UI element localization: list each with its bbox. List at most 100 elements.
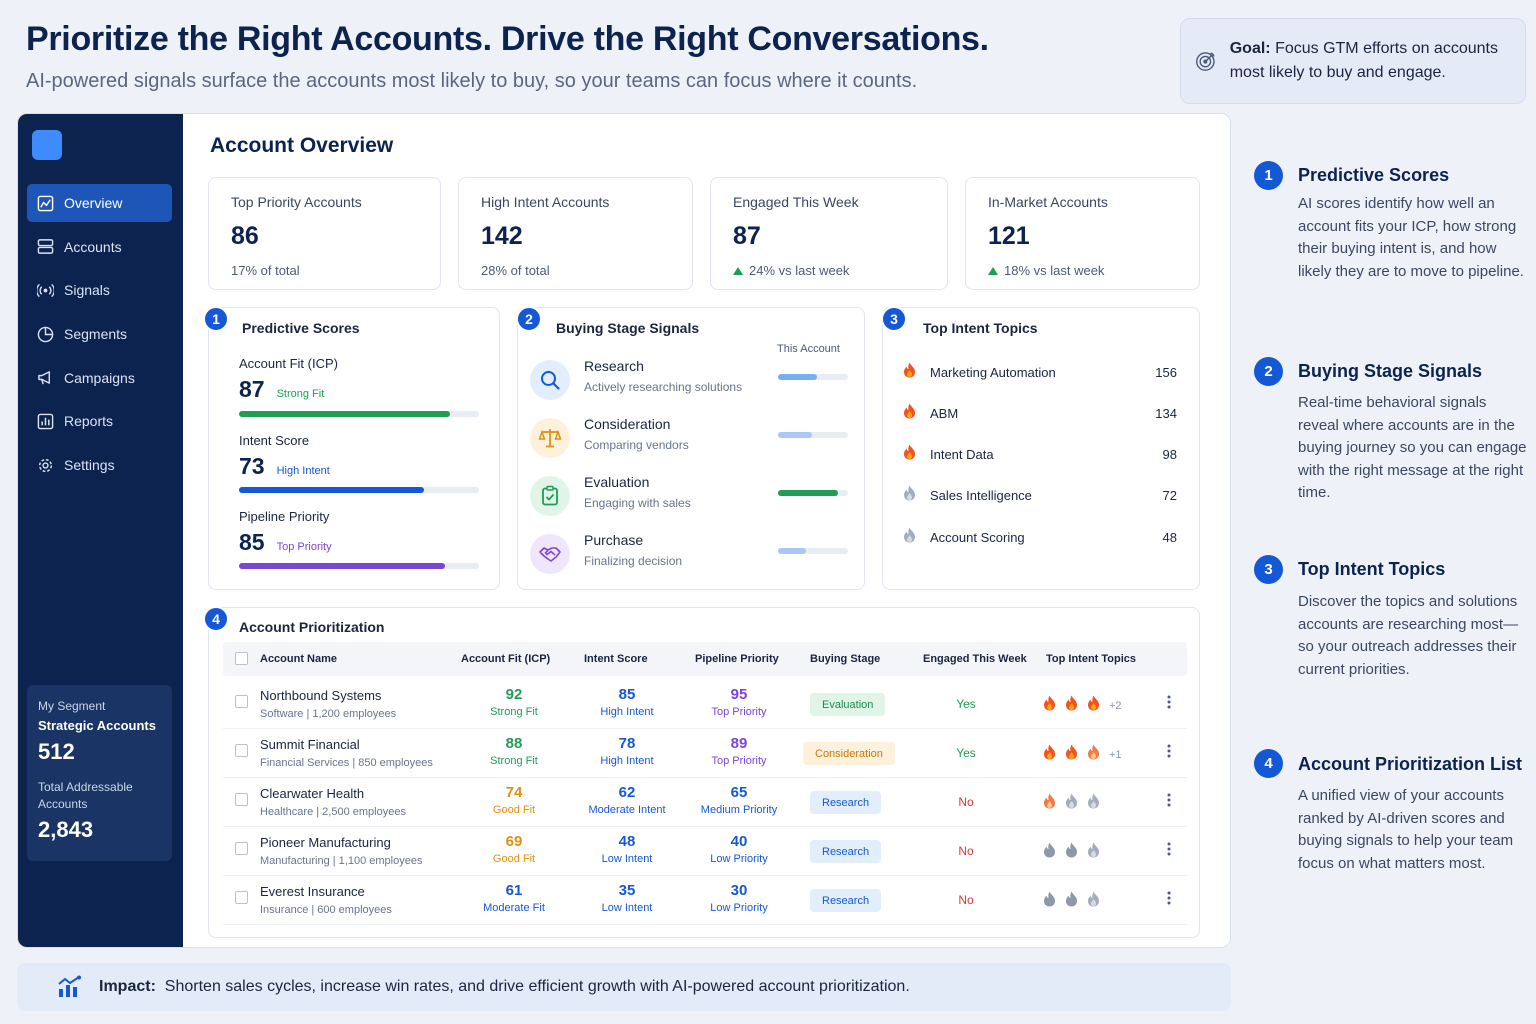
more-options-icon[interactable] (1167, 792, 1171, 808)
column-header[interactable]: Top Intent Topics (1046, 653, 1137, 665)
topic-name: ABM (930, 405, 959, 421)
table-row[interactable]: Summit Financial Financial Services | 850… (223, 729, 1187, 778)
kpi-label: High Intent Accounts (481, 194, 610, 210)
account-name[interactable]: Northbound Systems (260, 688, 382, 703)
fit-tag: Moderate Fit (483, 902, 545, 914)
score-bar (239, 411, 479, 417)
table-row[interactable]: Pioneer Manufacturing Manufacturing | 1,1… (223, 827, 1187, 876)
priority-score: 95 (730, 686, 748, 703)
sidebar-item-label: Overview (64, 195, 123, 211)
intent-score: 78 (618, 735, 636, 752)
segment-summary[interactable]: My Segment Strategic Accounts 512 Total … (27, 685, 172, 861)
explainer-body: A unified view of your accounts ranked b… (1298, 787, 1514, 872)
kpi-card-high-intent[interactable]: High Intent Accounts 142 28% of total (458, 177, 693, 290)
sidebar-item-label: Segments (64, 326, 128, 343)
fit-tag: Good Fit (492, 804, 536, 816)
account-name[interactable]: Clearwater Health (260, 786, 365, 801)
more-options-icon[interactable] (1167, 743, 1171, 759)
topic-row[interactable]: Marketing Automation 156 (903, 360, 1177, 384)
sidebar-item-signals[interactable]: Signals (27, 271, 172, 309)
more-options-icon[interactable] (1167, 890, 1171, 906)
score-bar-fill (239, 487, 424, 493)
row-checkbox[interactable] (235, 891, 248, 904)
flame-icon (1065, 842, 1078, 863)
sidebar-item-accounts[interactable]: Accounts (27, 228, 172, 266)
topic-name: Account Scoring (930, 529, 1025, 545)
more-topics-count[interactable]: +2 (1109, 699, 1122, 712)
sidebar-item-settings[interactable]: Settings (27, 446, 172, 484)
stage-row-purchase[interactable]: Purchase Finalizing decision (530, 530, 855, 580)
stage-name: Consideration (584, 416, 671, 432)
row-checkbox[interactable] (235, 842, 248, 855)
stage-name: Purchase (584, 532, 644, 548)
flame-icon (1087, 793, 1100, 814)
stage-name: Research (584, 358, 644, 374)
kpi-label: In-Market Accounts (988, 194, 1108, 210)
topic-row[interactable]: Intent Data 98 (903, 442, 1177, 466)
column-header[interactable]: Pipeline Priority (695, 653, 779, 665)
sidebar-item-label: Campaigns (64, 369, 135, 386)
score-label: Account Fit (ICP) (239, 356, 338, 371)
flame-icon (1065, 891, 1078, 912)
more-options-icon[interactable] (1167, 694, 1171, 710)
topic-row[interactable]: Sales Intelligence 72 (903, 483, 1177, 507)
signals-icon (37, 283, 54, 297)
account-name[interactable]: Pioneer Manufacturing (260, 835, 391, 850)
priority-score: 89 (730, 735, 748, 752)
more-options-icon[interactable] (1167, 841, 1171, 857)
fit-score-cell: 69 Good Fit (459, 833, 569, 865)
kpi-card-top-priority[interactable]: Top Priority Accounts 86 17% of total (208, 177, 441, 290)
stage-row-research[interactable]: Research Actively researching solutions (530, 356, 855, 406)
column-header[interactable]: Account Fit (ICP) (461, 653, 551, 665)
stage-row-evaluation[interactable]: Evaluation Engaging with sales (530, 472, 855, 522)
row-checkbox[interactable] (235, 695, 248, 708)
sidebar-item-reports[interactable]: Reports (27, 402, 172, 440)
topic-row[interactable]: ABM 134 (903, 401, 1177, 425)
score-label: Pipeline Priority (239, 509, 330, 524)
select-all-checkbox[interactable] (235, 652, 248, 665)
sidebar-item-campaigns[interactable]: Campaigns (27, 359, 172, 397)
account-name[interactable]: Everest Insurance (260, 884, 365, 899)
stage-name: Evaluation (584, 474, 650, 490)
topic-row[interactable]: Account Scoring 48 (903, 525, 1177, 549)
explainer-title: Buying Stage Signals (1298, 361, 1483, 381)
column-header[interactable]: Buying Stage (810, 653, 881, 665)
flame-icon (903, 444, 916, 465)
row-checkbox[interactable] (235, 744, 248, 757)
priority-cell: 89 Top Priority (684, 735, 794, 767)
account-meta: Healthcare | 2,500 employees (260, 806, 406, 818)
app-logo[interactable] (32, 130, 62, 160)
column-header[interactable]: Account Name (260, 653, 338, 665)
table-row[interactable]: Northbound Systems Software | 1,200 emplo… (223, 680, 1187, 729)
score-label: Intent Score (239, 433, 310, 448)
row-checkbox[interactable] (235, 793, 248, 806)
goal-label: Goal: (1229, 40, 1271, 57)
flame-icon (903, 403, 916, 424)
column-header[interactable]: Engaged This Week (923, 653, 1027, 665)
priority-score: 65 (730, 784, 748, 801)
stage-row-consideration[interactable]: Consideration Comparing vendors (530, 414, 855, 464)
flame-icon (903, 485, 916, 506)
stage-bar-fill (778, 490, 839, 496)
account-name[interactable]: Summit Financial (260, 737, 360, 752)
impact-text: Shorten sales cycles, increase win rates… (164, 978, 910, 995)
account-meta: Manufacturing | 1,100 employees (260, 855, 423, 867)
accounts-icon (37, 239, 54, 255)
more-topics-count[interactable]: +1 (1109, 748, 1122, 761)
intent-score-cell: 35 Low Intent (572, 882, 682, 914)
explainer-body: AI scores identify how well an account f… (1298, 195, 1524, 280)
table-row[interactable]: Everest Insurance Insurance | 600 employe… (223, 876, 1187, 925)
topic-name: Intent Data (930, 446, 994, 462)
column-label: This Account (777, 343, 840, 355)
intent-topic-flames: +2 (1043, 695, 1122, 716)
fit-score-cell: 88 Strong Fit (459, 735, 569, 767)
kpi-card-engaged[interactable]: Engaged This Week 87 24% vs last week (710, 177, 948, 290)
sidebar-item-overview[interactable]: Overview (27, 184, 172, 222)
priority-cell: 40 Low Priority (684, 833, 794, 865)
table-row[interactable]: Clearwater Health Healthcare | 2,500 empl… (223, 778, 1187, 827)
sidebar-item-segments[interactable]: Segments (27, 315, 172, 353)
kpi-card-in-market[interactable]: In-Market Accounts 121 18% vs last week (965, 177, 1200, 290)
column-header[interactable]: Intent Score (584, 653, 648, 665)
score-value: 85 (239, 529, 265, 555)
intent-score-cell: 78 High Intent (572, 735, 682, 767)
